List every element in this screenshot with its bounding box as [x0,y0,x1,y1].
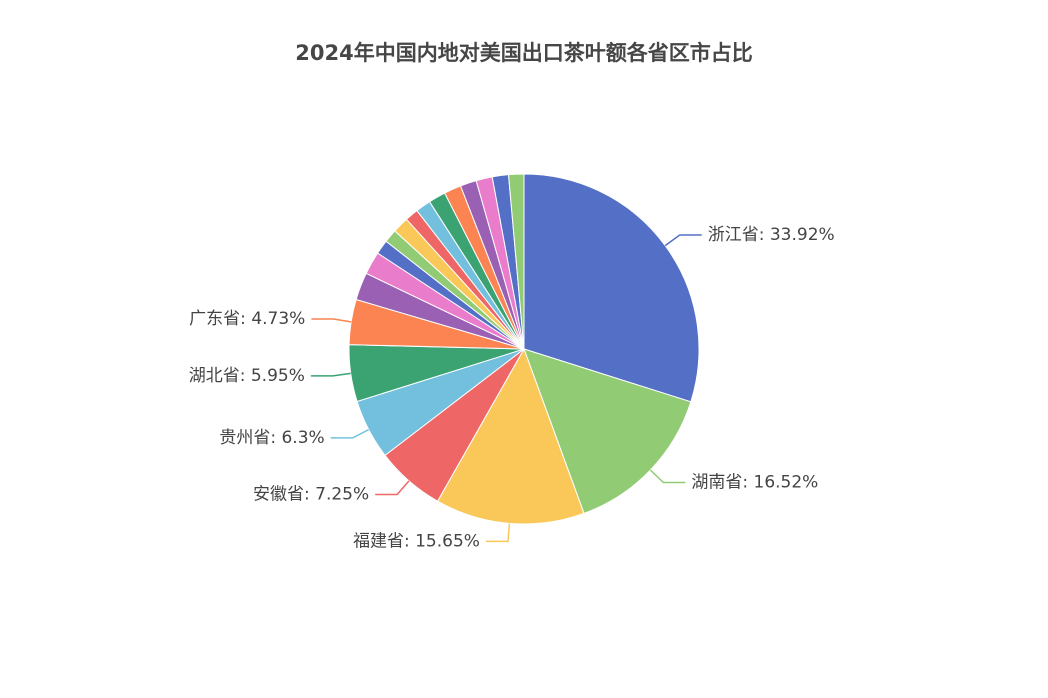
separator: : [240,366,251,386]
separator: : [304,484,315,504]
slice-category: 浙江省 [708,225,759,245]
leader-line [311,318,352,323]
pie-slice [436,347,585,525]
pie-slice [523,348,692,515]
slice-value: 33.92% [770,225,835,245]
chart-title: 2024年中国内地对美国出口茶叶额各省区市占比 [295,41,752,65]
slice-label: 浙江省: 33.92% [708,225,835,245]
leader-line [664,234,702,247]
slice-category: 湖北省 [189,366,240,386]
slice-label: 福建省: 15.65% [353,531,480,551]
separator: : [742,472,753,492]
leader-line [485,523,511,543]
leader-line [310,372,351,377]
slice-value: 5.95% [251,366,305,386]
slice-value: 6.3% [281,428,324,448]
slice-category: 湖南省 [691,472,742,492]
slice-category: 贵州省 [219,428,270,448]
slice-label: 广东省: 4.73% [189,309,305,329]
slice-category: 广东省 [189,309,240,329]
pie-slice [523,173,700,403]
separator: : [270,428,281,448]
slice-label: 湖北省: 5.95% [189,366,305,386]
slice-value: 7.25% [315,484,369,504]
pie-slice [507,173,525,350]
slice-label: 安徽省: 7.25% [253,484,369,504]
slice-label: 贵州省: 6.3% [219,428,324,448]
separator: : [759,225,770,245]
slice-value: 4.73% [251,309,305,329]
slice-value: 15.65% [415,531,480,551]
slice-label: 湖南省: 16.52% [691,472,818,492]
separator: : [240,309,251,329]
slice-value: 16.52% [754,472,819,492]
slice-category: 安徽省 [253,484,304,504]
slice-category: 福建省 [353,531,404,551]
leader-line [649,469,686,484]
leader-line [330,428,370,439]
separator: : [404,531,415,551]
leader-line [375,480,410,496]
